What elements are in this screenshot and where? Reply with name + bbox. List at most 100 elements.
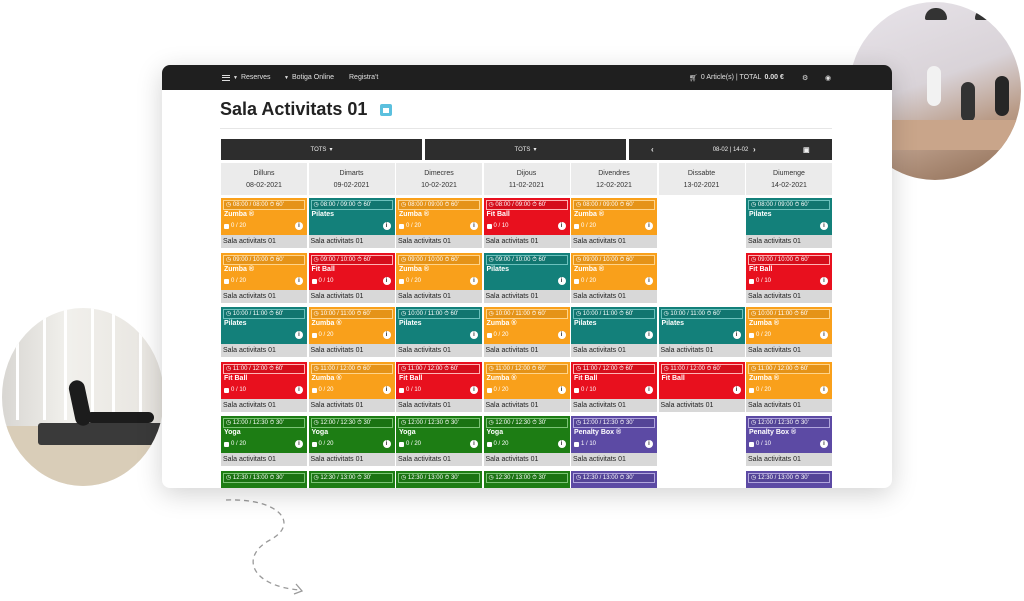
info-icon[interactable]: i bbox=[382, 222, 391, 230]
settings-button[interactable]: ⚙ bbox=[802, 65, 808, 90]
info-icon[interactable]: i bbox=[470, 331, 478, 339]
class-slot[interactable]: ◷ 10:00 / 11:00 ⏱ 60' Zumba ® 0 / 20 i Sala … bbox=[746, 307, 832, 361]
calendar-icon[interactable] bbox=[380, 104, 392, 116]
class-slot[interactable]: ◷ 08:00 / 09:00 ⏱ 60' Pilates i Sala activi… bbox=[308, 198, 395, 252]
info-icon[interactable]: i bbox=[382, 276, 391, 285]
class-slot[interactable]: ◷ 10:00 / 11:00 ⏱ 60' Pilates i Sala activi… bbox=[658, 307, 745, 361]
class-card[interactable]: ◷ 09:00 / 10:00 ⏱ 60' Fit Ball 0 / 10 i bbox=[746, 252, 832, 290]
class-card[interactable]: ◷ 08:00 / 09:00 ⏱ 60' Zumba ® 0 / 20 i bbox=[571, 198, 657, 235]
class-card[interactable]: ◷ 09:00 / 10:00 ⏱ 60' Fit Ball 0 / 10 i bbox=[308, 252, 395, 290]
class-card[interactable]: ◷ 10:00 / 11:00 ⏱ 60' Zumba ® 0 / 20 i bbox=[746, 307, 832, 344]
class-card[interactable]: ◷ 12:30 / 13:00 ⏱ 30' bbox=[396, 470, 482, 488]
class-card[interactable]: ◷ 09:00 / 10:00 ⏱ 60' Zumba ® 0 / 20 i bbox=[396, 252, 482, 290]
info-icon[interactable]: i bbox=[820, 440, 828, 448]
info-icon[interactable]: i bbox=[820, 331, 828, 339]
class-slot[interactable]: ◷ 11:00 / 12:00 ⏱ 60' Zumba ® 0 / 20 i Sala … bbox=[746, 361, 832, 416]
info-icon[interactable]: i bbox=[295, 440, 303, 448]
class-slot[interactable]: ◷ 11:00 / 12:00 ⏱ 60' Fit Ball i Sala activ… bbox=[658, 361, 745, 416]
info-icon[interactable]: i bbox=[820, 385, 828, 394]
class-slot[interactable]: ◷ 12:00 / 12:30 ⏱ 30' Yoga 0 / 20 i Sala act… bbox=[308, 416, 395, 470]
filter-dropdown-2[interactable]: TOTS ▾ bbox=[425, 139, 626, 160]
class-card[interactable]: ◷ 08:00 / 09:00 ⏱ 60' Pilates i bbox=[746, 198, 832, 235]
class-slot[interactable]: ◷ 11:00 / 12:00 ⏱ 60' Fit Ball 0 / 10 i Sala… bbox=[221, 361, 307, 416]
class-card[interactable]: ◷ 10:00 / 11:00 ⏱ 60' Pilates i bbox=[221, 307, 307, 344]
class-card[interactable]: ◷ 11:00 / 12:00 ⏱ 60' Fit Ball i bbox=[658, 361, 745, 399]
class-slot[interactable]: ◷ 08:00 / 09:00 ⏱ 60' Zumba ® 0 / 20 i Sala … bbox=[571, 198, 657, 252]
class-card[interactable]: ◷ 10:00 / 11:00 ⏱ 60' Pilates i bbox=[571, 307, 657, 344]
class-slot[interactable]: ◷ 11:00 / 12:00 ⏱ 60' Fit Ball 0 / 10 i Sala… bbox=[396, 361, 482, 416]
class-card[interactable]: ◷ 12:30 / 13:00 ⏱ 30' bbox=[308, 470, 395, 488]
class-slot[interactable]: ◷ 08:00 / 09:00 ⏱ 60' Pilates i Sala activi… bbox=[746, 198, 832, 252]
class-card[interactable]: ◷ 12:00 / 12:30 ⏱ 30' Yoga 0 / 20 i bbox=[483, 416, 570, 453]
class-slot[interactable]: ◷ 08:00 / 08:00 ⏱ 60' Zumba ® 0 / 20 i Sala … bbox=[221, 198, 307, 252]
class-slot[interactable]: ◷ 11:00 / 12:00 ⏱ 60' Zumba ® 0 / 20 i Sala … bbox=[483, 361, 570, 416]
class-card[interactable]: ◷ 12:30 / 13:00 ⏱ 30' bbox=[483, 470, 570, 488]
menu-botiga-online[interactable]: ▼ Botiga Online bbox=[284, 65, 334, 90]
info-icon[interactable]: i bbox=[557, 385, 566, 394]
class-card[interactable]: ◷ 10:00 / 11:00 ⏱ 60' Zumba ® 0 / 20 i bbox=[308, 307, 395, 344]
info-icon[interactable]: i bbox=[557, 331, 566, 339]
class-card[interactable]: ◷ 12:30 / 13:00 ⏱ 30' bbox=[221, 470, 307, 488]
class-slot[interactable]: ◷ 09:00 / 10:00 ⏱ 60' Zumba ® 0 / 20 i Sala … bbox=[571, 252, 657, 307]
language-button[interactable]: ◉ bbox=[825, 65, 831, 90]
info-icon[interactable]: i bbox=[645, 385, 653, 394]
info-icon[interactable]: i bbox=[295, 385, 303, 394]
class-card[interactable]: ◷ 09:00 / 10:00 ⏱ 60' Zumba ® 0 / 20 i bbox=[221, 252, 307, 290]
class-card[interactable]: ◷ 11:00 / 12:00 ⏱ 60' Fit Ball 0 / 10 i bbox=[571, 361, 657, 399]
class-slot[interactable]: ◷ 12:00 / 12:30 ⏱ 30' Penalty Box ® 1 / 10… bbox=[571, 416, 657, 470]
class-slot[interactable]: ◷ 12:30 / 13:00 ⏱ 30' bbox=[746, 470, 832, 488]
calendar-picker-button[interactable]: ▣ bbox=[803, 139, 810, 160]
filter-dropdown-1[interactable]: TOTS ▾ bbox=[221, 139, 422, 160]
info-icon[interactable]: i bbox=[820, 222, 828, 230]
info-icon[interactable]: i bbox=[295, 222, 303, 230]
class-card[interactable]: ◷ 11:00 / 12:00 ⏱ 60' Fit Ball 0 / 10 i bbox=[221, 361, 307, 399]
class-card[interactable]: ◷ 12:00 / 12:30 ⏱ 30' Yoga 0 / 20 i bbox=[396, 416, 482, 453]
class-card[interactable]: ◷ 12:00 / 12:30 ⏱ 30' Penalty Box ® 0 / 10… bbox=[746, 416, 832, 453]
class-card[interactable]: ◷ 08:00 / 09:00 ⏱ 60' Fit Ball 0 / 10 i bbox=[483, 198, 570, 235]
class-slot[interactable]: ◷ 12:30 / 13:00 ⏱ 30' bbox=[571, 470, 657, 488]
menu-button[interactable]: ▼ Reserves bbox=[222, 65, 271, 90]
class-slot[interactable]: ◷ 09:00 / 10:00 ⏱ 60' Zumba ® 0 / 20 i Sala … bbox=[396, 252, 482, 307]
info-icon[interactable]: i bbox=[645, 222, 653, 230]
class-slot[interactable]: ◷ 12:00 / 12:30 ⏱ 30' Yoga 0 / 20 i Sala act… bbox=[483, 416, 570, 470]
class-slot[interactable]: ◷ 12:00 / 12:30 ⏱ 30' Yoga 0 / 20 i Sala act… bbox=[221, 416, 307, 470]
class-slot[interactable]: ◷ 12:30 / 13:00 ⏱ 30' bbox=[396, 470, 482, 488]
info-icon[interactable]: i bbox=[732, 385, 741, 394]
class-slot[interactable]: ◷ 12:00 / 12:30 ⏱ 30' Yoga 0 / 20 i Sala act… bbox=[396, 416, 482, 470]
class-slot[interactable]: ◷ 10:00 / 11:00 ⏱ 60' Pilates i Sala activi… bbox=[396, 307, 482, 361]
info-icon[interactable]: i bbox=[470, 385, 478, 394]
info-icon[interactable]: i bbox=[382, 385, 391, 394]
cart-summary[interactable]: 🛒︎ 0 Article(s) | TOTAL 0.00 € bbox=[689, 65, 784, 90]
menu-registra[interactable]: Registra't bbox=[349, 65, 378, 90]
class-slot[interactable]: ◷ 10:00 / 11:00 ⏱ 60' Zumba ® 0 / 20 i Sala … bbox=[483, 307, 570, 361]
class-slot[interactable]: ◷ 10:00 / 11:00 ⏱ 60' Pilates i Sala activi… bbox=[571, 307, 657, 361]
class-card[interactable]: ◷ 11:00 / 12:00 ⏱ 60' Zumba ® 0 / 20 i bbox=[483, 361, 570, 399]
info-icon[interactable]: i bbox=[732, 331, 741, 339]
class-card[interactable]: ◷ 11:00 / 12:00 ⏱ 60' Zumba ® 0 / 20 i bbox=[308, 361, 395, 399]
info-icon[interactable]: i bbox=[557, 276, 566, 285]
next-week-button[interactable]: › bbox=[753, 139, 756, 160]
info-icon[interactable]: i bbox=[382, 331, 391, 339]
class-slot[interactable]: ◷ 09:00 / 10:00 ⏱ 60' Pilates i Sala activi… bbox=[483, 252, 570, 307]
info-icon[interactable]: i bbox=[295, 331, 303, 339]
class-card[interactable]: ◷ 11:00 / 12:00 ⏱ 60' Zumba ® 0 / 20 i bbox=[746, 361, 832, 399]
info-icon[interactable]: i bbox=[470, 440, 478, 448]
class-card[interactable]: ◷ 10:00 / 11:00 ⏱ 60' Zumba ® 0 / 20 i bbox=[483, 307, 570, 344]
class-card[interactable]: ◷ 09:00 / 10:00 ⏱ 60' Zumba ® 0 / 20 i bbox=[571, 252, 657, 290]
prev-week-button[interactable]: ‹ bbox=[651, 139, 654, 160]
class-card[interactable]: ◷ 08:00 / 08:00 ⏱ 60' Zumba ® 0 / 20 i bbox=[221, 198, 307, 235]
class-slot[interactable]: ◷ 12:30 / 13:00 ⏱ 30' bbox=[221, 470, 307, 488]
class-slot[interactable]: ◷ 09:00 / 10:00 ⏱ 60' Fit Ball 0 / 10 i Sala… bbox=[746, 252, 832, 307]
class-slot[interactable]: ◷ 11:00 / 12:00 ⏱ 60' Fit Ball 0 / 10 i Sala… bbox=[571, 361, 657, 416]
info-icon[interactable]: i bbox=[645, 331, 653, 339]
class-slot[interactable]: ◷ 09:00 / 10:00 ⏱ 60' Fit Ball 0 / 10 i Sala… bbox=[308, 252, 395, 307]
class-slot[interactable]: ◷ 08:00 / 09:00 ⏱ 60' Zumba ® 0 / 20 i Sala … bbox=[396, 198, 482, 252]
info-icon[interactable]: i bbox=[470, 222, 478, 230]
class-card[interactable]: ◷ 12:00 / 12:30 ⏱ 30' Yoga 0 / 20 i bbox=[221, 416, 307, 453]
class-card[interactable]: ◷ 09:00 / 10:00 ⏱ 60' Pilates i bbox=[483, 252, 570, 290]
class-slot[interactable]: ◷ 08:00 / 09:00 ⏱ 60' Fit Ball 0 / 10 i Sala… bbox=[483, 198, 570, 252]
class-slot[interactable]: ◷ 10:00 / 11:00 ⏱ 60' Zumba ® 0 / 20 i Sala … bbox=[308, 307, 395, 361]
info-icon[interactable]: i bbox=[470, 276, 478, 285]
class-slot[interactable]: ◷ 10:00 / 11:00 ⏱ 60' Pilates i Sala activi… bbox=[221, 307, 307, 361]
class-card[interactable]: ◷ 08:00 / 09:00 ⏱ 60' Pilates i bbox=[308, 198, 395, 235]
